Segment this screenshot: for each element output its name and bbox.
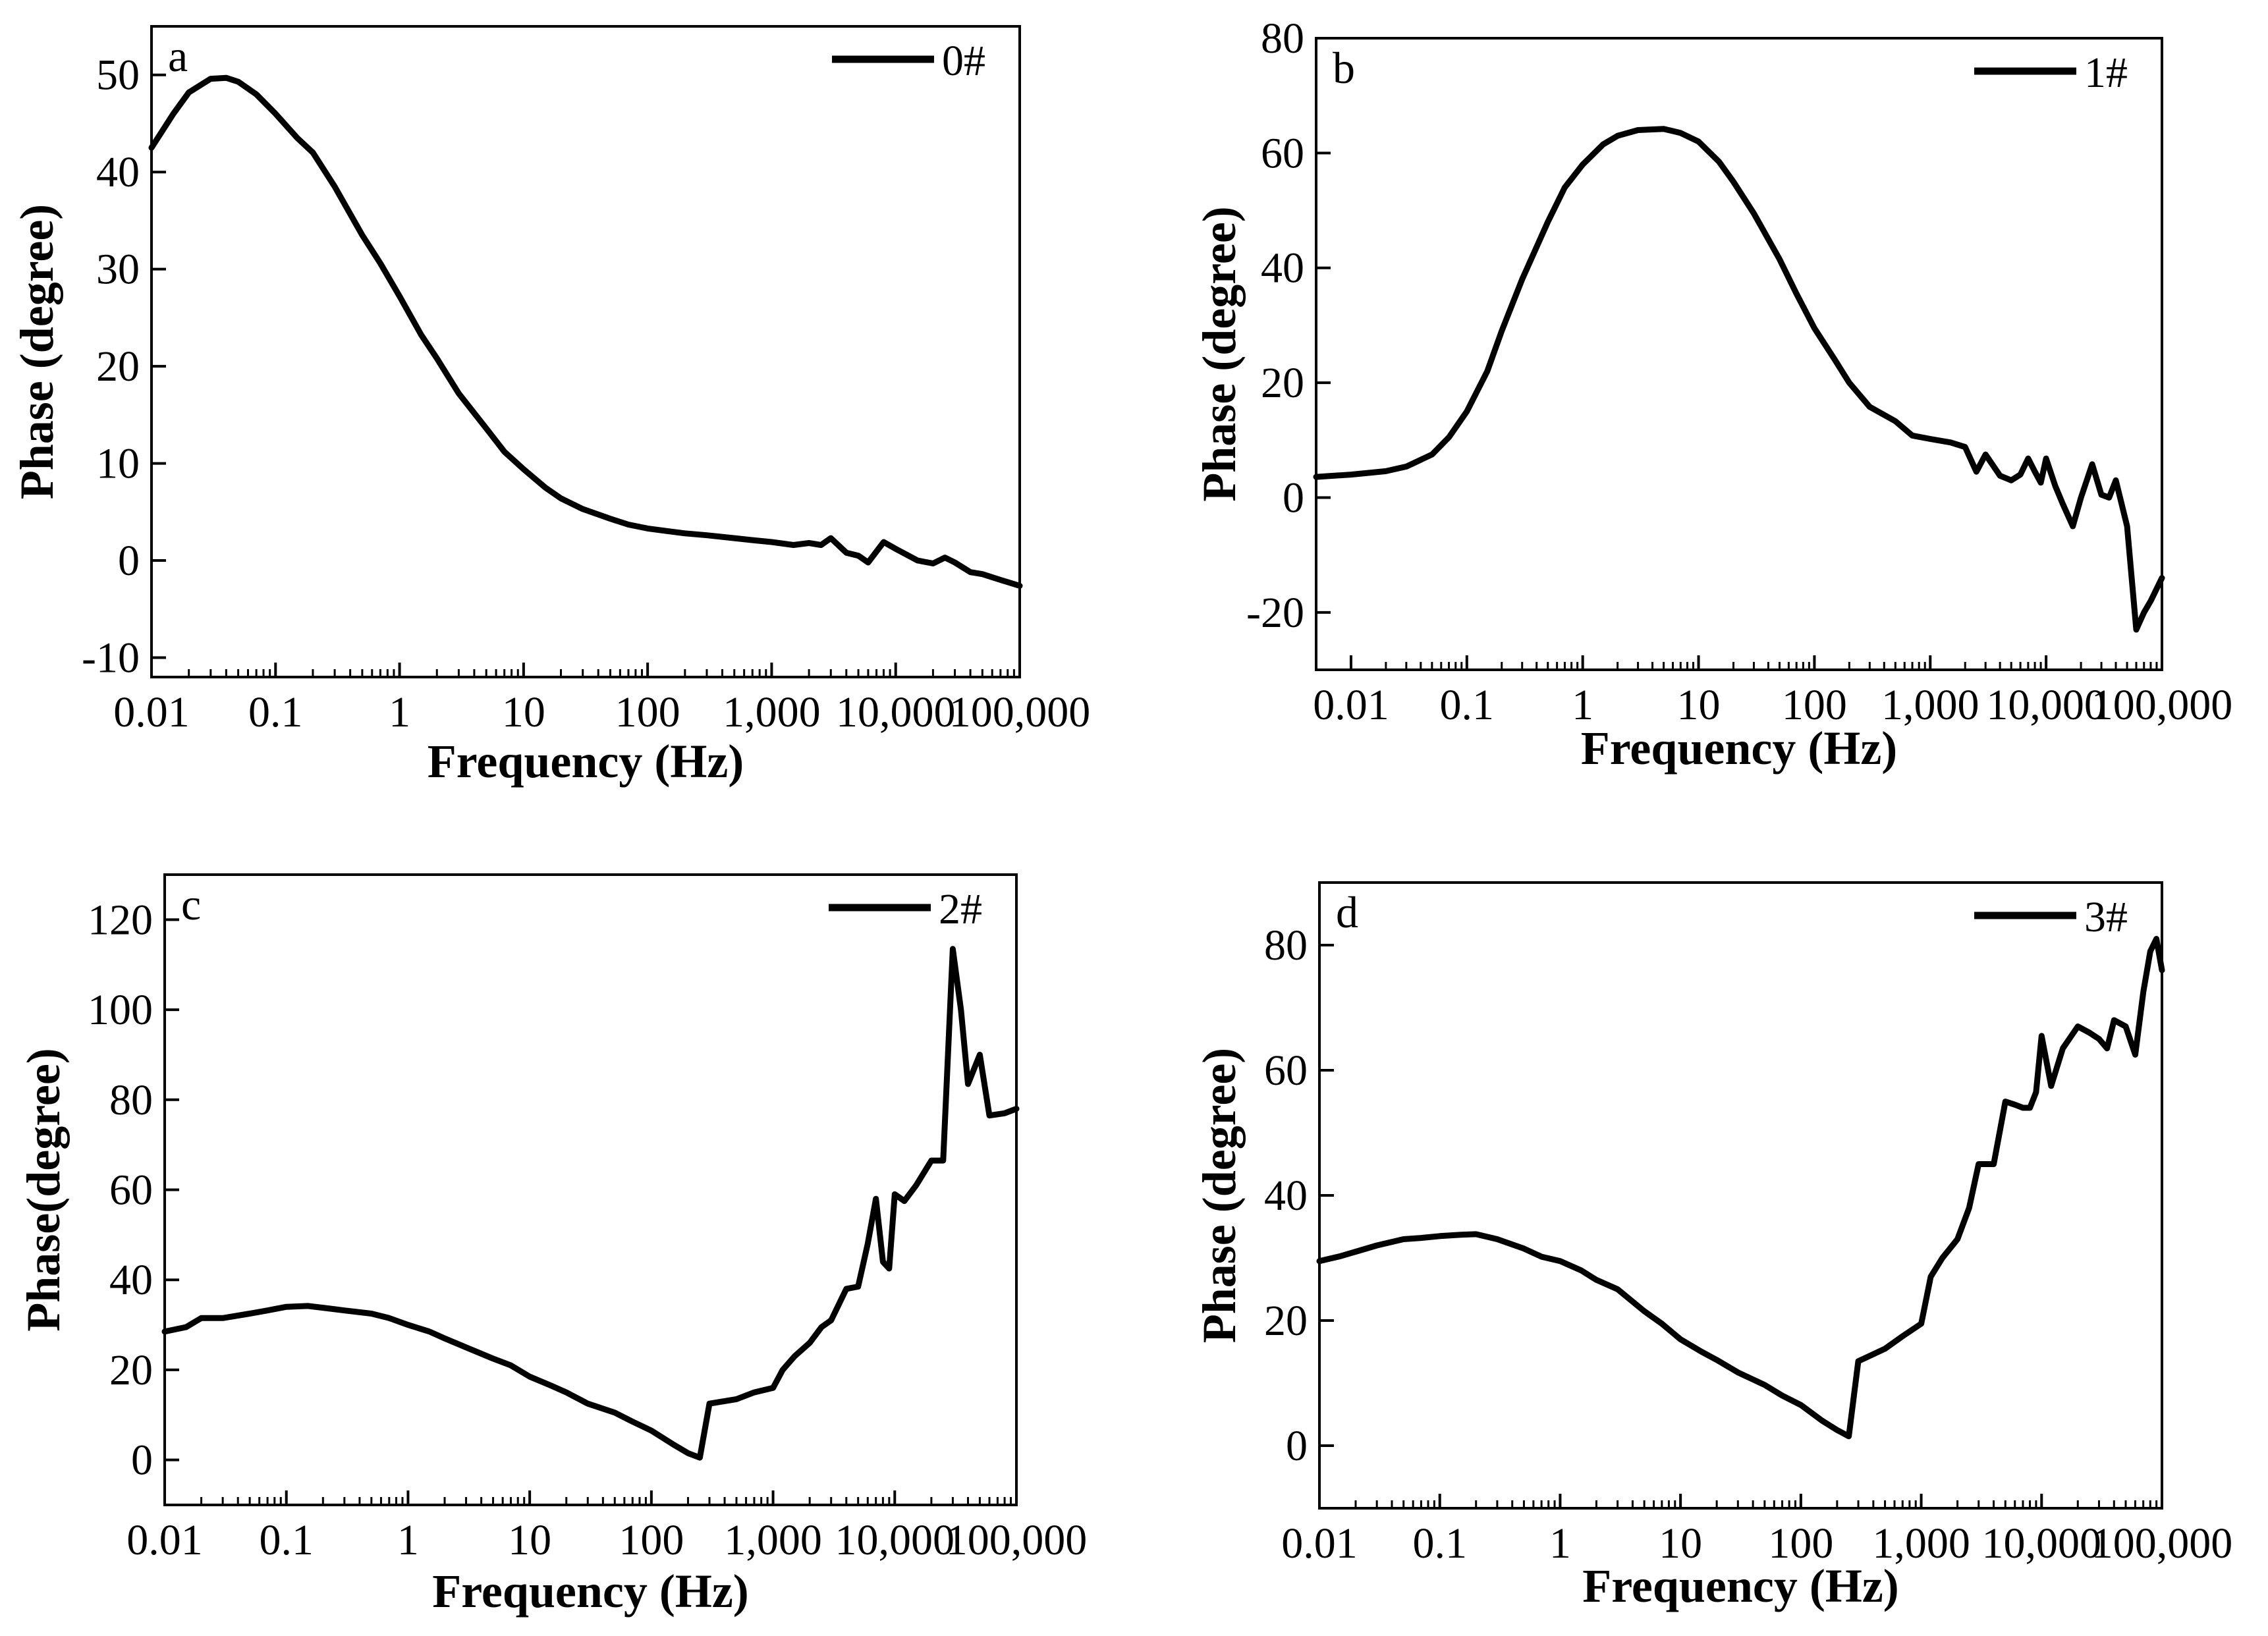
y-tick-label: 0 [1283,474,1304,522]
panel-letter: c [181,879,201,929]
x-tick-label: 1 [397,1516,419,1564]
y-tick-label: 120 [88,896,153,944]
x-tick-label: 0.01 [113,688,190,736]
x-tick-label: 0.01 [1281,1519,1358,1568]
x-tick-label: 1,000 [724,1516,822,1564]
x-axis-title: Frequency (Hz) [428,735,744,788]
y-tick-label: 0 [1286,1422,1308,1470]
x-axis-title: Frequency (Hz) [1582,1560,1899,1612]
x-tick-label: 10 [1659,1519,1702,1568]
y-tick-label: 20 [109,1346,153,1394]
x-tick-label: 100 [619,1516,684,1564]
x-tick-label: 100,000 [2091,681,2233,729]
plot-frame [1315,37,2163,671]
y-tick-label: 0 [118,537,140,585]
x-tick-label: 1,000 [1872,1519,1970,1568]
legend: 0# [832,37,985,85]
panel-letter: b [1333,43,1355,93]
panel-letter: a [168,31,188,81]
y-tick-label: 60 [1261,129,1304,177]
y-tick-label: 60 [109,1166,153,1214]
x-tick-label: 10 [508,1516,551,1564]
x-tick-label: 10,000 [836,688,956,736]
y-tick-label: 10 [96,440,140,488]
x-tick-label: 100 [1782,681,1847,729]
legend: 3# [1974,893,2128,941]
y-tick-label: 40 [96,148,140,196]
series-line-1# [1313,126,2165,633]
y-tick-label: 80 [1264,921,1308,969]
y-tick-label: 60 [1264,1047,1308,1095]
legend: 1# [1974,49,2128,97]
legend-label: 1# [2084,49,2128,97]
y-tick-label: -10 [82,634,140,682]
y-axis-title: Phase(degree) [17,1048,70,1332]
x-tick-label: 0.1 [1440,681,1495,729]
y-axis-title: Phase (degree) [11,204,63,500]
legend: 2# [829,885,982,933]
y-tick-label: -20 [1246,589,1304,637]
y-tick-label: 50 [96,51,140,99]
x-tick-label: 1 [1572,681,1593,729]
legend-label: 0# [942,37,985,85]
x-tick-label: 0.01 [1313,681,1389,729]
y-tick-label: 40 [1261,244,1304,292]
x-tick-label: 0.1 [259,1516,314,1564]
y-tick-label: 80 [1261,14,1304,63]
panel-c: 0 20 40 60 80 100 120 0.01 0.1 1 10 100 1,000 10,0001… [17,873,1088,1618]
panel-d: 0 20 40 60 80 0.01 0.1 1 10 100 1,000 10,000100,000… [1193,881,2233,1612]
x-tick-label: 10,000 [1982,1519,2102,1568]
y-tick-label: 0 [131,1436,153,1485]
y-axis-title: Phase (degree) [1193,206,1246,502]
x-tick-label: 1 [1549,1519,1571,1568]
x-tick-label: 100,000 [949,688,1091,736]
x-tick-label: 1,000 [723,688,821,736]
plot-frame [1318,881,2163,1510]
legend-label: 3# [2084,893,2128,941]
x-tick-label: 100,000 [946,1516,1088,1564]
x-tick-label: 10 [1677,681,1721,729]
y-tick-label: 80 [109,1076,153,1124]
x-tick-label: 10 [502,688,545,736]
y-tick-label: 30 [96,246,140,294]
x-tick-label: 1,000 [1881,681,1979,729]
x-tick-label: 100 [615,688,680,736]
x-tick-label: 10,000 [1986,681,2106,729]
y-tick-label: 40 [109,1256,153,1304]
x-tick-label: 100 [1768,1519,1833,1568]
x-tick-label: 100,000 [2091,1519,2233,1568]
y-tick-label: 100 [88,986,153,1034]
panel-b: -20 0 20 40 60 80 0.01 0.1 1 10 100 1,000 10,000100,… [1193,14,2232,775]
y-axis-title: Phase (degree) [1193,1048,1246,1344]
series-line-0# [148,74,1023,589]
plot-frame [163,873,1018,1506]
plot-frame [150,25,1021,678]
x-tick-label: 10,000 [835,1516,955,1564]
series-line-2# [161,946,1020,1461]
x-tick-label: 0.1 [1412,1519,1467,1568]
x-axis-title: Frequency (Hz) [432,1565,749,1618]
series-line-3# [1316,936,2165,1440]
x-tick-label: 0.1 [248,688,303,736]
x-tick-label: 0.01 [126,1516,203,1564]
y-tick-label: 20 [1261,359,1304,407]
y-tick-label: 40 [1264,1172,1308,1220]
x-tick-label: 1 [389,688,410,736]
legend-label: 2# [939,885,982,933]
panel-letter: d [1336,887,1358,937]
y-tick-label: 20 [96,342,140,391]
panel-a: -10 0 10 20 30 40 50 0.01 0.1 1 10 100 1,000 10,00010… [11,25,1091,788]
x-axis-title: Frequency (Hz) [1581,722,1898,775]
y-tick-label: 20 [1264,1297,1308,1345]
